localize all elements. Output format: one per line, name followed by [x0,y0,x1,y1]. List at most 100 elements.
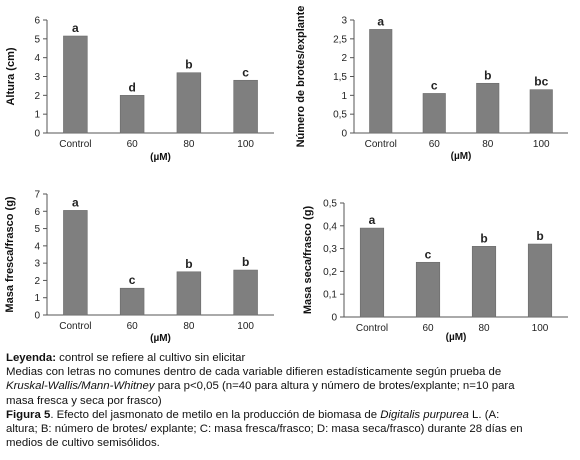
altura-category-label: 100 [237,139,254,150]
masa-seca-bar [415,261,441,318]
brotes-bar [529,89,553,134]
chart-altura-svg: 0 1 2 3 4 5 6 a Control d 60 b 80 c 100 (µM) Altura (cm) [5,16,274,163]
figure-text-a: . Efecto del jasmonato de metilo en la p… [50,408,381,421]
altura-y-tick-label: 5 [34,34,40,45]
brotes-y-tick-label: 1,5 [333,72,347,83]
masa-seca-y-tick-label: 0,4 [323,221,337,232]
altura-bar [176,72,202,134]
chart-masa-fresca: 0 1 2 3 4 5 6 7 a Control c 60 b 80 b 100 (µM) Masa fresc… [0,176,292,346]
masa-fresca-significance-letter: b [185,257,192,271]
masa-fresca-bar [233,269,258,316]
altura-significance-letter: b [185,58,192,72]
masa-seca-y-tick-label: 0,2 [323,267,337,278]
masa-fresca-y-axis-label: Masa fresca/frasco (g) [4,196,16,312]
brotes-bar [476,82,500,134]
legend-label: Leyenda: [6,352,57,364]
masa-fresca-category-label: Control [59,321,91,332]
masa-fresca-y-tick-label: 0 [34,311,40,322]
stats-line-1: Medias con letras no comunes dentro de c… [6,366,502,379]
legend-line: Leyenda: control se refiere al cultivo s… [6,351,574,365]
altura-y-tick-label: 1 [34,110,40,121]
masa-fresca-y-tick-label: 2 [34,276,40,287]
masa-seca-x-axis-label: (µM) [446,332,467,343]
brotes-significance-letter: bc [534,75,548,89]
brotes-y-axis-label: Número de brotes/explante [295,6,307,148]
masa-fresca-y-tick-label: 7 [34,190,40,201]
masa-fresca-bar [63,210,88,316]
stats-line-2-rest: para p<0,05 (n=40 para altura y número d… [154,380,515,393]
altura-significance-letter: c [242,65,249,79]
figure-line-3: medios de cultivo semisólidos. [6,437,160,450]
altura-y-tick-label: 4 [34,53,40,64]
masa-seca-bar [359,227,385,318]
brotes-y-tick-label: 0,5 [333,110,347,121]
masa-seca-y-tick-label: 0,5 [323,199,337,210]
masa-seca-significance-letter: c [425,247,432,261]
brotes-x-axis-label: (µM) [451,151,472,162]
brotes-significance-letter: b [484,68,491,82]
brotes-significance-letter: a [377,14,384,28]
species-name: Digitalis purpurea [380,408,469,421]
altura-category-label: 60 [127,139,139,150]
altura-y-tick-label: 3 [34,72,40,83]
masa-fresca-y-tick-label: 1 [34,293,40,304]
altura-bar [119,95,145,134]
masa-seca-bar [471,246,497,318]
chart-masa-seca: 0 0,1 0,2 0,3 0,4 0,5 a Control c 60 b 80 b 100 (µM) Ma… [292,176,580,346]
figure-caption: Leyenda: control se refiere al cultivo s… [6,351,574,450]
legend-text: control se refiere al cultivo sin elicit… [56,352,246,364]
masa-seca-significance-letter: a [369,213,376,227]
altura-y-tick-label: 0 [34,129,40,140]
stats-line-3: masa fresca y seca por frasco) [6,394,162,407]
altura-y-axis-label: Altura (cm) [5,47,17,105]
masa-fresca-bar [119,287,145,316]
masa-seca-category-label: 60 [422,323,434,334]
masa-fresca-x-axis-label: (µM) [150,333,171,344]
masa-seca-y-axis-label: Masa seca/frasco (g) [302,206,314,315]
masa-fresca-y-tick-label: 5 [34,224,40,235]
masa-seca-category-label: Control [356,323,388,334]
brotes-y-tick-label: 3 [341,16,347,27]
brotes-category-label: Control [365,139,397,150]
masa-fresca-significance-letter: c [129,273,136,287]
masa-seca-bar [527,243,553,318]
altura-bar [233,79,258,134]
figure-label: Figura 5 [6,408,51,421]
chart-brotes-svg: 0 0,5 1 1,5 2 2,5 3 a Control c 60 b 80 bc 100 (µM) Núme… [295,6,568,162]
masa-fresca-y-tick-label: 3 [34,259,40,270]
masa-fresca-bar [176,271,202,316]
masa-seca-y-tick-label: 0 [331,313,337,324]
altura-significance-letter: d [128,80,135,94]
masa-fresca-category-label: 80 [183,321,195,332]
masa-seca-significance-letter: b [536,229,543,243]
masa-seca-y-tick-label: 0,1 [323,290,337,301]
brotes-category-label: 80 [482,139,494,150]
brotes-y-tick-label: 2 [341,53,347,64]
brotes-category-label: 100 [533,139,550,150]
brotes-y-tick-label: 1 [341,91,347,102]
test-name: Kruskal-Wallis/Mann-Whitney [6,380,155,393]
chart-masa-seca-svg: 0 0,1 0,2 0,3 0,4 0,5 a Control c 60 b 80 b 100 (µM) Ma… [302,199,568,343]
masa-fresca-significance-letter: a [72,195,79,209]
figure-title-line: Figura 5. Efecto del jasmonato de metilo… [6,408,574,422]
chart-altura: 0 1 2 3 4 5 6 a Control d 60 b 80 c 100 (µM) Altura (cm) [0,0,292,172]
masa-seca-category-label: 80 [478,323,490,334]
brotes-y-tick-label: 2,5 [333,34,347,45]
masa-fresca-y-tick-label: 4 [34,241,40,252]
altura-y-tick-label: 6 [34,16,40,27]
masa-seca-category-label: 100 [532,323,549,334]
altura-y-tick-label: 2 [34,91,40,102]
altura-category-label: Control [59,139,91,150]
masa-fresca-y-tick-label: 6 [34,207,40,218]
masa-fresca-category-label: 60 [127,321,139,332]
figure-text-b: L. (A: [468,408,500,421]
chart-brotes: 0 0,5 1 1,5 2 2,5 3 a Control c 60 b 80 bc 100 (µM) Núme… [292,0,580,172]
stats-line-2: Kruskal-Wallis/Mann-Whitney para p<0,05 … [6,379,574,393]
altura-significance-letter: a [72,21,79,35]
chart-masa-fresca-svg: 0 1 2 3 4 5 6 7 a Control c 60 b 80 b 100 (µM) Masa fresc… [4,190,274,344]
masa-seca-y-tick-label: 0,3 [323,244,337,255]
brotes-y-tick-label: 0 [341,129,347,140]
brotes-bar [369,29,393,134]
masa-seca-significance-letter: b [480,231,487,245]
altura-category-label: 80 [183,139,195,150]
